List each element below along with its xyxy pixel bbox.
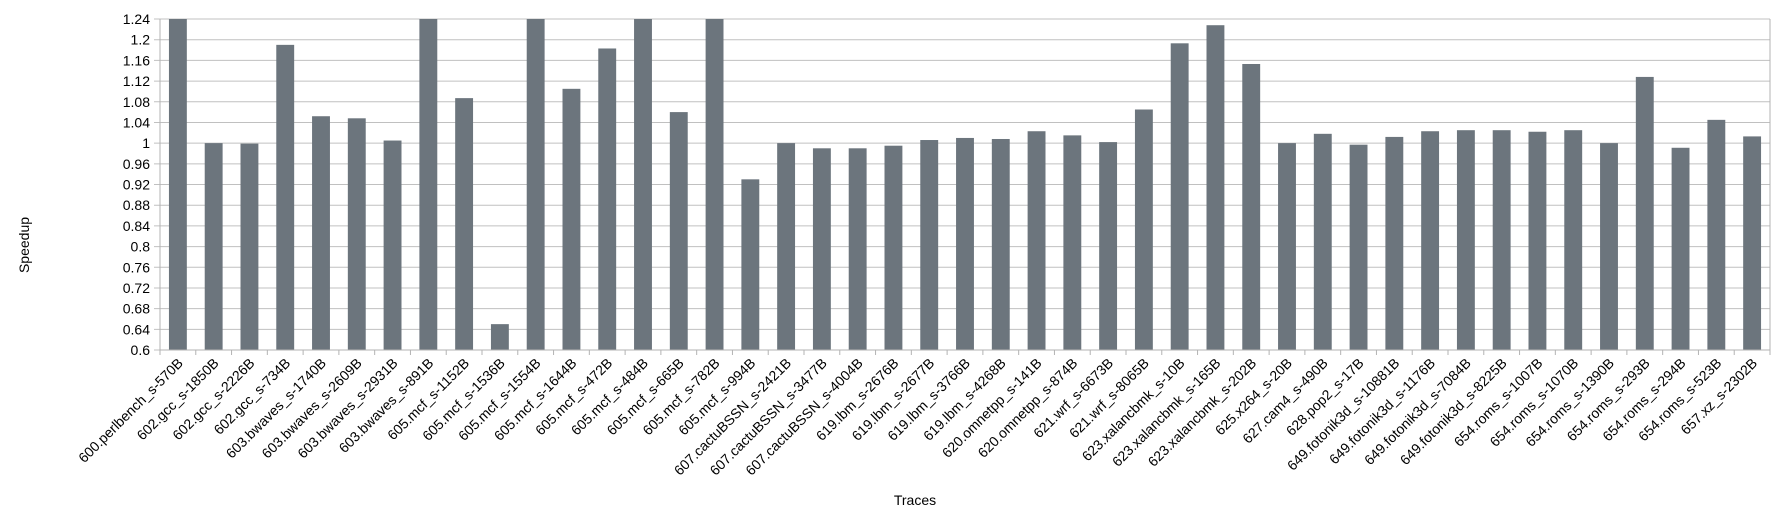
bar-623.xalancbmk_s-202B [1242, 63, 1261, 351]
bar-605.mcf_s-1536B [490, 324, 509, 350]
x-axis-title: Traces [894, 492, 936, 508]
bar-654.roms_s-293B [1635, 76, 1654, 351]
bar-619.lbm_s-4268B [991, 138, 1010, 350]
bar-620.omnetpp_s-874B [1063, 135, 1082, 350]
bar-619.lbm_s-3766B [956, 137, 974, 350]
bar-627.cam4_s-490B [1313, 133, 1332, 350]
bar-654.roms_s-1070B [1564, 130, 1583, 350]
bar-607.cactuBSSN_s-3477B [812, 148, 831, 350]
y-tick-label: 1.24 [123, 11, 150, 27]
y-tick-label: 1.08 [123, 94, 150, 110]
y-tick-label: 0.6 [131, 342, 151, 358]
bar-605.mcf_s-994B [741, 179, 760, 350]
x-tick-labels: 600.perlbench_s-570B602.gcc_s-1850B602.g… [75, 355, 1760, 479]
bar-619.lbm_s-2677B [920, 140, 939, 350]
bar-625.x264_s-20B [1278, 143, 1296, 350]
bar-600.perlbench_s-570B [168, 19, 187, 350]
bar-607.cactuBSSN_s-4004B [848, 148, 867, 350]
y-tick-label: 1.16 [123, 52, 150, 68]
bar-654.roms_s-1007B [1528, 131, 1547, 350]
y-tick-label: 0.72 [123, 280, 150, 296]
y-axis-title: Speedup [16, 217, 32, 273]
y-tick-label: 1.12 [123, 73, 150, 89]
y-tick-label: 1.04 [123, 114, 150, 130]
bar-603.bwaves_s-2609B [347, 118, 366, 350]
y-tick-label: 0.8 [131, 239, 151, 255]
bar-605.mcf_s-782B [705, 19, 724, 350]
bar-602.gcc_s-734B [276, 44, 295, 350]
bar-605.mcf_s-472B [598, 48, 617, 351]
bar-607.cactuBSSN_s-2421B [777, 143, 796, 350]
bar-605.mcf_s-1152B [455, 98, 474, 350]
bar-649.fotonik3d_s-8225B [1492, 130, 1511, 350]
bar-603.bwaves_s-1740B [312, 116, 330, 350]
bar-654.roms_s-523B [1707, 119, 1726, 350]
bar-628.pop2_s-17B [1349, 144, 1368, 350]
bar-603.bwaves_s-2931B [383, 140, 402, 350]
bar-605.mcf_s-665B [669, 112, 688, 350]
bar-654.roms_s-1390B [1600, 143, 1618, 350]
bar-620.omnetpp_s-141B [1027, 131, 1046, 350]
y-tick-label: 1.2 [131, 32, 151, 48]
y-tick-label: 0.92 [123, 177, 150, 193]
bar-657.xz_s-2302B [1743, 136, 1762, 350]
bar-605.mcf_s-484B [634, 19, 652, 350]
bar-602.gcc_s-1850B [204, 143, 223, 350]
bar-605.mcf_s-1554B [526, 19, 545, 350]
y-tick-label: 1 [142, 135, 150, 151]
y-tick-label: 0.84 [123, 218, 150, 234]
bar-649.fotonik3d_s-1176B [1421, 131, 1440, 350]
bar-623.xalancbmk_s-10B [1170, 43, 1189, 351]
y-tick-label: 0.64 [123, 321, 150, 337]
bar-605.mcf_s-1644B [562, 88, 581, 350]
bar-603.bwaves_s-891B [419, 19, 438, 350]
bar-621.wrf_s-6673B [1099, 142, 1118, 350]
bar-649.fotonik3d_s-7084B [1456, 130, 1475, 350]
bar-649.fotonik3d_s-10881B [1385, 136, 1404, 350]
y-tick-label: 0.88 [123, 197, 150, 213]
bar-623.xalancbmk_s-165B [1206, 25, 1225, 351]
y-tick-labels: 1.24 1.2 1.16 1.12 1.08 1.04 1 0.96 0.92 0.88 0.84… [123, 11, 150, 358]
y-tick-label: 0.68 [123, 301, 150, 317]
y-tick-label: 0.96 [123, 156, 150, 172]
bar-619.lbm_s-2676B [884, 145, 903, 350]
bar-602.gcc_s-2226B [240, 143, 259, 350]
bar-621.wrf_s-8065B [1134, 109, 1153, 350]
y-tick-label: 0.76 [123, 259, 150, 275]
bars [168, 19, 1762, 351]
axes [159, 19, 1770, 351]
bar-654.roms_s-294B [1671, 147, 1690, 350]
